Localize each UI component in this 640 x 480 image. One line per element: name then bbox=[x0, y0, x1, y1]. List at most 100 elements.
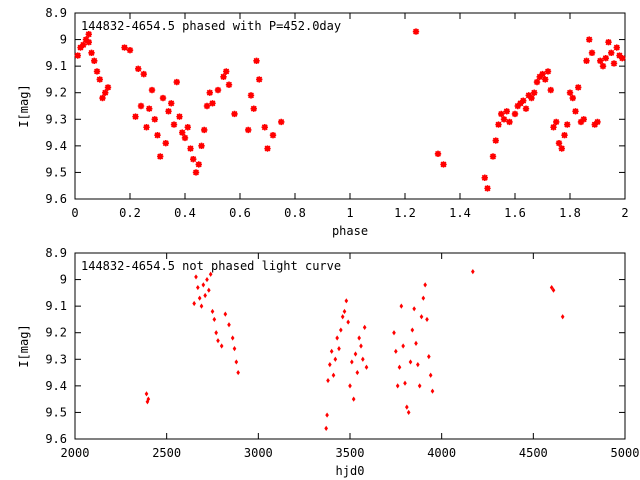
unphased-data-point bbox=[406, 409, 411, 416]
unphased-data-point bbox=[333, 356, 338, 362]
unphased-x-tick-label: 4000 bbox=[427, 446, 456, 460]
phased-x-tick-label: 0.6 bbox=[229, 206, 251, 220]
phased-data-point bbox=[159, 94, 167, 102]
phased-data-point bbox=[561, 132, 568, 139]
unphased-x-tick-label: 3000 bbox=[244, 446, 273, 460]
phased-data-point bbox=[77, 44, 84, 51]
phased-x-tick-label: 1.8 bbox=[559, 206, 581, 220]
phased-data-point bbox=[104, 84, 112, 91]
unphased-data-point bbox=[397, 364, 402, 370]
unphased-data-point bbox=[207, 287, 211, 293]
unphased-data-point bbox=[549, 284, 554, 291]
phased-data-point bbox=[214, 86, 222, 94]
phased-data-point bbox=[85, 39, 92, 46]
unphased-data-point bbox=[212, 316, 217, 323]
phased-x-tick-label: 1.4 bbox=[449, 206, 471, 220]
phased-data-point bbox=[151, 116, 158, 123]
unphased-data-point bbox=[425, 316, 429, 323]
unphased-data-point bbox=[223, 311, 228, 317]
phased-data-point bbox=[168, 100, 175, 107]
unphased-data-point bbox=[196, 284, 200, 291]
phased-data-point bbox=[569, 94, 576, 102]
unphased-data-point bbox=[325, 412, 329, 418]
unphased-data-point bbox=[414, 340, 418, 346]
phased-data-point bbox=[434, 150, 442, 158]
phased-data-point bbox=[135, 65, 142, 72]
phased-data-point bbox=[591, 121, 598, 128]
unphased-data-point bbox=[331, 372, 336, 378]
phased-data-point bbox=[616, 52, 623, 59]
phased-data-point bbox=[140, 70, 147, 78]
phased-data-point bbox=[575, 84, 582, 91]
phased-y-tick-label: 9.3 bbox=[45, 112, 67, 126]
phased-data-point bbox=[170, 121, 178, 128]
phased-data-point bbox=[506, 118, 513, 126]
phased-y-tick-label: 9.4 bbox=[45, 139, 67, 153]
unphased-x-tick-label: 2000 bbox=[61, 446, 90, 460]
phased-data-point bbox=[580, 116, 587, 123]
phased-data-point bbox=[187, 145, 194, 152]
phased-data-point bbox=[137, 102, 145, 110]
phased-data-point bbox=[126, 47, 134, 54]
phased-data-point bbox=[146, 105, 153, 112]
unphased-y-tick-label: 9.2 bbox=[45, 326, 67, 340]
unphased-data-point bbox=[197, 295, 202, 301]
unphased-y-tick-label: 9.1 bbox=[45, 299, 67, 313]
unphased-data-point bbox=[214, 330, 218, 336]
phased-data-point bbox=[566, 89, 574, 96]
unphased-data-point bbox=[337, 346, 341, 352]
phased-data-point bbox=[547, 86, 554, 94]
phased-data-point bbox=[179, 129, 186, 136]
unphased-data-point bbox=[227, 322, 231, 328]
unphased-data-point bbox=[362, 324, 367, 330]
phased-data-point bbox=[162, 140, 169, 147]
unphased-x-ticks: 2000 2500 3000 3500 4000 4500 5000 bbox=[61, 253, 640, 460]
phased-data-point bbox=[583, 57, 590, 65]
phased-data-point bbox=[514, 102, 521, 110]
phased-data-point bbox=[542, 76, 549, 83]
unphased-data-point bbox=[403, 380, 407, 386]
phased-data-point bbox=[85, 31, 92, 38]
phased-data-point bbox=[261, 124, 268, 131]
phased-x-tick-label: 0 bbox=[71, 206, 78, 220]
phased-data-point bbox=[195, 161, 202, 168]
phased-data-point bbox=[533, 78, 541, 86]
phased-data-point bbox=[594, 118, 601, 126]
phased-data-point bbox=[278, 118, 285, 126]
phased-data-point bbox=[608, 49, 615, 57]
phased-data-point bbox=[74, 52, 81, 59]
unphased-y-tick-label: 9.4 bbox=[45, 379, 67, 393]
unphased-y-tick-label: 8.9 bbox=[45, 246, 67, 260]
unphased-data-point bbox=[219, 343, 224, 349]
phased-x-tick-label: 1.6 bbox=[504, 206, 526, 220]
phased-data-point bbox=[564, 121, 571, 128]
phased-data-point bbox=[440, 161, 447, 168]
phased-y-tick-label: 8.9 bbox=[45, 6, 67, 20]
phased-data-point bbox=[203, 102, 211, 110]
phased-data-point bbox=[80, 41, 87, 49]
phased-data-point bbox=[605, 39, 612, 46]
unphased-data-point bbox=[353, 351, 358, 357]
phased-data-point bbox=[247, 92, 255, 99]
unphased-x-tick-label: 2500 bbox=[152, 446, 181, 460]
unphased-data-point bbox=[199, 303, 204, 309]
phased-y-tick-label: 9.5 bbox=[45, 165, 67, 179]
phased-data-point bbox=[231, 110, 238, 118]
phased-data-point bbox=[96, 76, 103, 83]
unphased-data-point bbox=[428, 372, 433, 378]
phased-data-point bbox=[498, 110, 505, 118]
phased-y-tick-label: 9 bbox=[60, 33, 67, 47]
phased-data-point bbox=[253, 57, 260, 65]
unphased-data-point bbox=[417, 383, 422, 389]
unphased-x-tick-label: 5000 bbox=[611, 446, 640, 460]
unphased-data-point bbox=[399, 303, 404, 309]
phased-data-point bbox=[99, 94, 106, 102]
phased-data-point bbox=[525, 92, 532, 99]
unphased-data-point bbox=[236, 369, 240, 376]
unphased-data-point bbox=[560, 314, 565, 320]
unphased-panel: 2000 2500 3000 3500 4000 4500 5000 8.9 9 9.1 9.2 9… bbox=[17, 246, 639, 478]
phased-data-point bbox=[602, 54, 609, 62]
unphased-data-point bbox=[423, 282, 427, 288]
phased-data-point bbox=[503, 108, 510, 115]
phased-data-point bbox=[588, 49, 596, 57]
